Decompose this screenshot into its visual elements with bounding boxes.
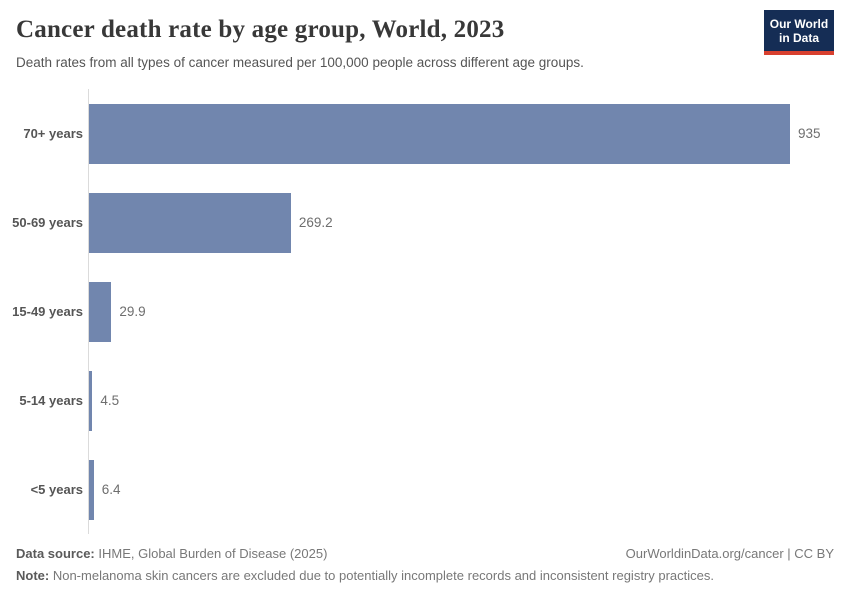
owid-logo-red-strip bbox=[764, 51, 834, 55]
category-label: 70+ years bbox=[23, 126, 83, 141]
bar-row: 935 bbox=[89, 89, 821, 178]
bar[interactable] bbox=[89, 103, 790, 164]
data-source-label: Data source: bbox=[16, 546, 95, 561]
bar[interactable] bbox=[89, 370, 93, 431]
chart-subtitle: Death rates from all types of cancer mea… bbox=[16, 55, 584, 70]
category-label: 15-49 years bbox=[12, 304, 83, 319]
footer-row: Data source: IHME, Global Burden of Dise… bbox=[16, 544, 834, 564]
category-label: <5 years bbox=[30, 482, 83, 497]
bar[interactable] bbox=[89, 459, 94, 520]
bar-value-label: 6.4 bbox=[101, 482, 121, 497]
bar-row: 29.9 bbox=[89, 267, 790, 356]
bars: 935 269.2 29.9 4.5 6.4 bbox=[88, 89, 834, 534]
bar-row: 4.5 bbox=[89, 356, 790, 445]
bar-value-label: 29.9 bbox=[119, 304, 146, 319]
header-text: Cancer death rate by age group, World, 2… bbox=[16, 14, 584, 71]
data-source: Data source: IHME, Global Burden of Dise… bbox=[16, 544, 327, 564]
bar-value-label: 4.5 bbox=[100, 393, 120, 408]
bar[interactable] bbox=[89, 192, 291, 253]
bar-chart: 70+ years 50-69 years 15-49 years 5-14 year… bbox=[12, 89, 834, 534]
owid-logo-text: Our World in Data bbox=[764, 10, 834, 51]
owid-logo-line1: Our World bbox=[769, 17, 829, 31]
category-label: 50-69 years bbox=[12, 215, 83, 230]
category-label: 5-14 years bbox=[19, 393, 83, 408]
owid-logo-line2: in Data bbox=[778, 31, 819, 45]
note-label: Note: bbox=[16, 568, 50, 583]
data-source-text: IHME, Global Burden of Disease (2025) bbox=[94, 546, 328, 561]
bar[interactable] bbox=[89, 281, 112, 342]
owid-logo: Our World in Data bbox=[764, 10, 834, 55]
bar-value-label: 269.2 bbox=[298, 215, 333, 230]
page-title: Cancer death rate by age group, World, 2… bbox=[16, 16, 505, 43]
header: Cancer death rate by age group, World, 2… bbox=[16, 10, 834, 71]
attribution-link[interactable]: OurWorldinData.org/cancer | CC BY bbox=[625, 546, 834, 561]
note-text: Non-melanoma skin cancers are excluded d… bbox=[49, 568, 714, 583]
bar-row: 6.4 bbox=[89, 445, 790, 534]
bar-row: 269.2 bbox=[89, 178, 790, 267]
footer-note: Note: Non-melanoma skin cancers are excl… bbox=[16, 566, 834, 586]
category-labels: 70+ years 50-69 years 15-49 years 5-14 year… bbox=[12, 89, 88, 534]
bar-value-label: 935 bbox=[798, 126, 821, 141]
footer: Data source: IHME, Global Burden of Dise… bbox=[16, 544, 834, 586]
